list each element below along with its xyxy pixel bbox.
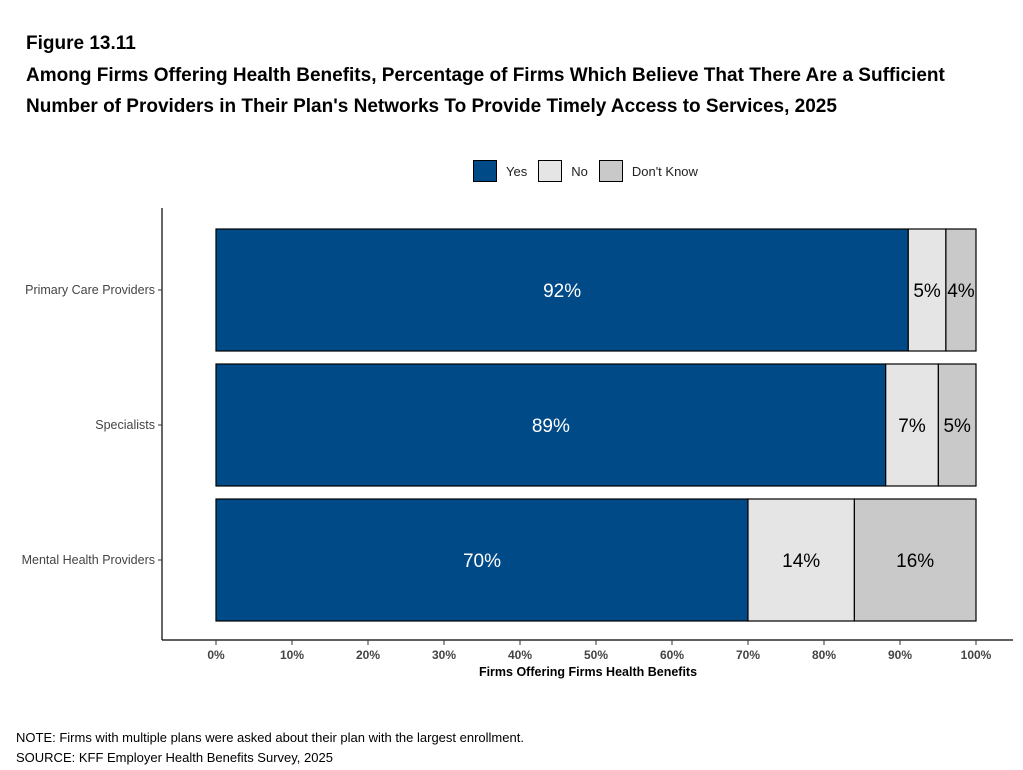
x-tick-label: 20%: [356, 648, 380, 662]
y-tick-label: Primary Care Providers: [25, 283, 155, 297]
footer-note: NOTE: Firms with multiple plans were ask…: [16, 730, 524, 745]
bar-segment: [215, 363, 887, 487]
x-tick-label: 10%: [280, 648, 304, 662]
bar-segment: [215, 228, 909, 352]
figure-label: Figure 13.11: [26, 33, 136, 54]
data-label: 7%: [898, 416, 926, 437]
legend-swatch-dont-know: [598, 160, 623, 182]
bar-segment: [215, 498, 749, 622]
data-label: 5%: [943, 416, 971, 437]
data-label: 4%: [947, 281, 975, 302]
data-label: 5%: [913, 281, 941, 302]
y-tick-label: Mental Health Providers: [22, 553, 155, 567]
bar-segment: [747, 498, 856, 622]
x-tick-label: 70%: [736, 648, 760, 662]
legend: Yes No Don't Know: [473, 160, 709, 182]
x-tick-label: 80%: [812, 648, 836, 662]
legend-label-no: No: [571, 163, 588, 179]
bar-segment: [945, 228, 977, 352]
x-axis-title: Firms Offering Firms Health Benefits: [479, 665, 697, 679]
y-tick-label: Specialists: [95, 418, 155, 432]
bar-segment: [853, 498, 977, 622]
x-tick-label: 30%: [432, 648, 456, 662]
x-tick-label: 0%: [207, 648, 225, 662]
bar-segment: [937, 363, 977, 487]
x-tick-label: 90%: [888, 648, 912, 662]
data-label: 70%: [463, 551, 501, 572]
legend-label-yes: Yes: [506, 163, 528, 179]
bar-segment: [907, 228, 947, 352]
x-tick-label: 60%: [660, 648, 684, 662]
data-label: 89%: [532, 416, 570, 437]
x-tick-label: 40%: [508, 648, 532, 662]
data-label: 16%: [896, 551, 934, 572]
legend-swatch-no: [538, 160, 563, 182]
bar-segment: [885, 363, 939, 487]
legend-swatch-yes: [473, 160, 497, 182]
footer-source: SOURCE: KFF Employer Health Benefits Sur…: [16, 750, 333, 765]
legend-label-dont-know: Don't Know: [631, 163, 698, 179]
chart-title: Among Firms Offering Health Benefits, Pe…: [26, 65, 945, 117]
x-tick-label: 100%: [961, 648, 992, 662]
data-label: 92%: [543, 281, 581, 302]
bar-chart: Primary Care Providers 92% 5% 4% Specialists…: [22, 208, 1013, 679]
data-label: 14%: [782, 551, 820, 572]
x-tick-label: 50%: [584, 648, 608, 662]
